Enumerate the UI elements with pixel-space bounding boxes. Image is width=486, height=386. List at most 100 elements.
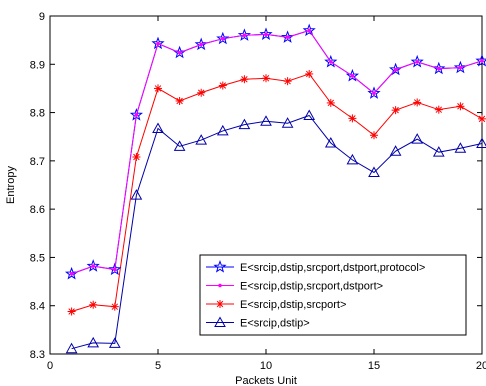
data-point bbox=[324, 136, 337, 148]
data-point bbox=[242, 33, 247, 38]
data-point bbox=[350, 74, 355, 78]
data-point bbox=[328, 60, 333, 64]
asterisk-stroke bbox=[392, 106, 399, 114]
legend-marker bbox=[214, 316, 226, 327]
asterisk-stroke bbox=[197, 89, 205, 97]
data-point bbox=[434, 105, 443, 114]
data-point bbox=[220, 36, 225, 41]
data-point bbox=[367, 86, 381, 99]
data-point bbox=[260, 115, 272, 126]
y-tick-label: 8.7 bbox=[30, 156, 45, 168]
data-point bbox=[410, 54, 424, 68]
data-point bbox=[175, 96, 184, 105]
asterisk-stroke bbox=[413, 99, 421, 106]
data-point bbox=[69, 271, 74, 276]
data-point bbox=[476, 137, 486, 148]
data-point bbox=[415, 60, 420, 64]
asterisk-stroke bbox=[435, 106, 443, 113]
data-point bbox=[411, 133, 424, 144]
data-point bbox=[237, 28, 251, 41]
y-tick-label: 8.8 bbox=[30, 108, 45, 120]
y-tick-label: 8.9 bbox=[30, 59, 45, 71]
data-point bbox=[368, 166, 380, 177]
data-point bbox=[345, 68, 359, 82]
series-4 bbox=[65, 109, 486, 354]
asterisk-stroke bbox=[133, 153, 140, 161]
data-point bbox=[458, 65, 463, 70]
data-point bbox=[264, 32, 268, 37]
asterisk-stroke bbox=[262, 75, 270, 82]
x-tick-label: 0 bbox=[47, 360, 53, 372]
asterisk-stroke bbox=[457, 103, 464, 110]
legend-entry: E<srcip,dstip,srcport,dstport> bbox=[206, 281, 383, 293]
data-point bbox=[346, 153, 359, 165]
asterisk-stroke bbox=[111, 303, 119, 310]
legend-marker bbox=[218, 283, 222, 288]
data-point bbox=[110, 302, 119, 311]
asterisk-stroke bbox=[349, 115, 356, 122]
asterisk-stroke bbox=[216, 300, 224, 308]
asterisk-stroke bbox=[370, 132, 378, 139]
legend-entry: E<srcip,dstip,srcport> bbox=[206, 299, 346, 311]
data-point bbox=[281, 30, 295, 43]
y-tick-label: 8.5 bbox=[30, 252, 45, 264]
data-point bbox=[436, 66, 441, 71]
data-point bbox=[259, 27, 273, 40]
data-point bbox=[453, 60, 467, 74]
data-point bbox=[307, 28, 312, 33]
y-tick-label: 8.4 bbox=[30, 301, 45, 313]
legend-entry: E<srcip,dstip> bbox=[206, 316, 310, 330]
data-point bbox=[478, 114, 486, 123]
x-tick-label: 20 bbox=[476, 360, 486, 372]
asterisk-stroke bbox=[305, 70, 313, 78]
data-point bbox=[152, 122, 164, 134]
x-tick-label: 15 bbox=[368, 360, 380, 372]
data-point bbox=[91, 264, 96, 268]
data-point bbox=[177, 50, 182, 55]
legend-label: E<srcip,dstip> bbox=[240, 318, 310, 330]
asterisk-stroke bbox=[284, 77, 291, 85]
data-point bbox=[216, 31, 230, 45]
data-point bbox=[87, 336, 100, 348]
legend-entry: E<srcip,dstip,srcport,dstport,protocol> bbox=[206, 260, 425, 274]
data-point bbox=[216, 124, 229, 136]
asterisk-stroke bbox=[241, 76, 248, 83]
data-point bbox=[240, 75, 249, 84]
asterisk-stroke bbox=[219, 82, 227, 89]
data-point bbox=[199, 42, 204, 47]
data-point bbox=[348, 114, 357, 123]
data-point bbox=[156, 41, 160, 46]
asterisk-stroke bbox=[89, 301, 97, 308]
legend-marker bbox=[216, 300, 224, 308]
data-point bbox=[151, 36, 165, 50]
legend-label: E<srcip,dstip,srcport> bbox=[240, 299, 346, 311]
data-point bbox=[393, 67, 398, 72]
data-point bbox=[370, 131, 378, 140]
series-3 bbox=[67, 69, 486, 316]
data-point bbox=[432, 146, 445, 157]
legend-marker bbox=[213, 260, 227, 273]
asterisk-stroke bbox=[176, 97, 183, 105]
legend-label: E<srcip,dstip,srcport,dstport> bbox=[240, 281, 383, 293]
data-point bbox=[173, 140, 186, 151]
data-point bbox=[391, 106, 400, 115]
data-point bbox=[67, 307, 76, 316]
x-axis-title: Packets Unit bbox=[235, 375, 297, 386]
y-tick-label: 8.3 bbox=[30, 349, 45, 361]
x-tick-label: 5 bbox=[155, 360, 161, 372]
data-point bbox=[195, 134, 208, 145]
data-point bbox=[134, 113, 139, 117]
y-tick-label: 8.6 bbox=[30, 204, 45, 216]
series-line bbox=[71, 73, 483, 312]
y-tick-label: 9 bbox=[39, 11, 45, 23]
data-point bbox=[389, 145, 402, 156]
series-2 bbox=[69, 28, 484, 276]
asterisk-stroke bbox=[154, 85, 162, 92]
data-point bbox=[112, 267, 117, 272]
data-point bbox=[372, 91, 376, 96]
data-point bbox=[130, 189, 143, 200]
data-point bbox=[154, 84, 162, 93]
data-point bbox=[305, 69, 314, 78]
x-tick-label: 10 bbox=[260, 360, 272, 372]
data-point bbox=[262, 74, 270, 83]
